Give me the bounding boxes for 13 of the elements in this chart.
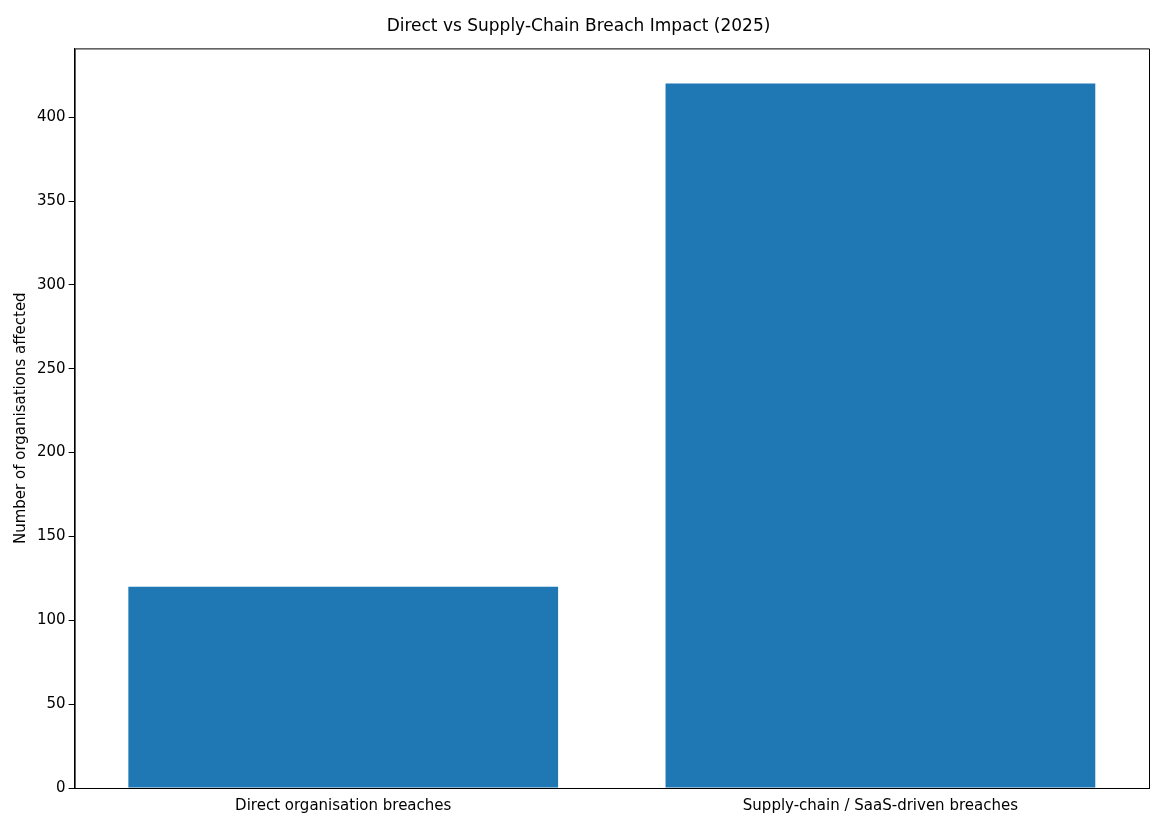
y-tick-label: 350 — [36, 190, 66, 209]
y-tick-label: 50 — [46, 694, 66, 713]
y-tick-label: 300 — [36, 274, 66, 293]
x-tick-label: Direct organisation breaches — [235, 795, 452, 814]
y-tick-label: 150 — [36, 526, 66, 545]
y-axis-title: Number of organisations affected — [10, 292, 29, 545]
y-tick-label: 200 — [36, 442, 66, 461]
y-tick-label: 100 — [36, 610, 66, 629]
y-tick-label: 400 — [36, 107, 66, 126]
y-tick-label: 0 — [56, 777, 66, 796]
y-tick-label: 250 — [36, 358, 66, 377]
chart-title: Direct vs Supply-Chain Breach Impact (2025) — [386, 14, 771, 35]
x-tick-label: Supply-chain / SaaS-driven breaches — [742, 795, 1019, 814]
